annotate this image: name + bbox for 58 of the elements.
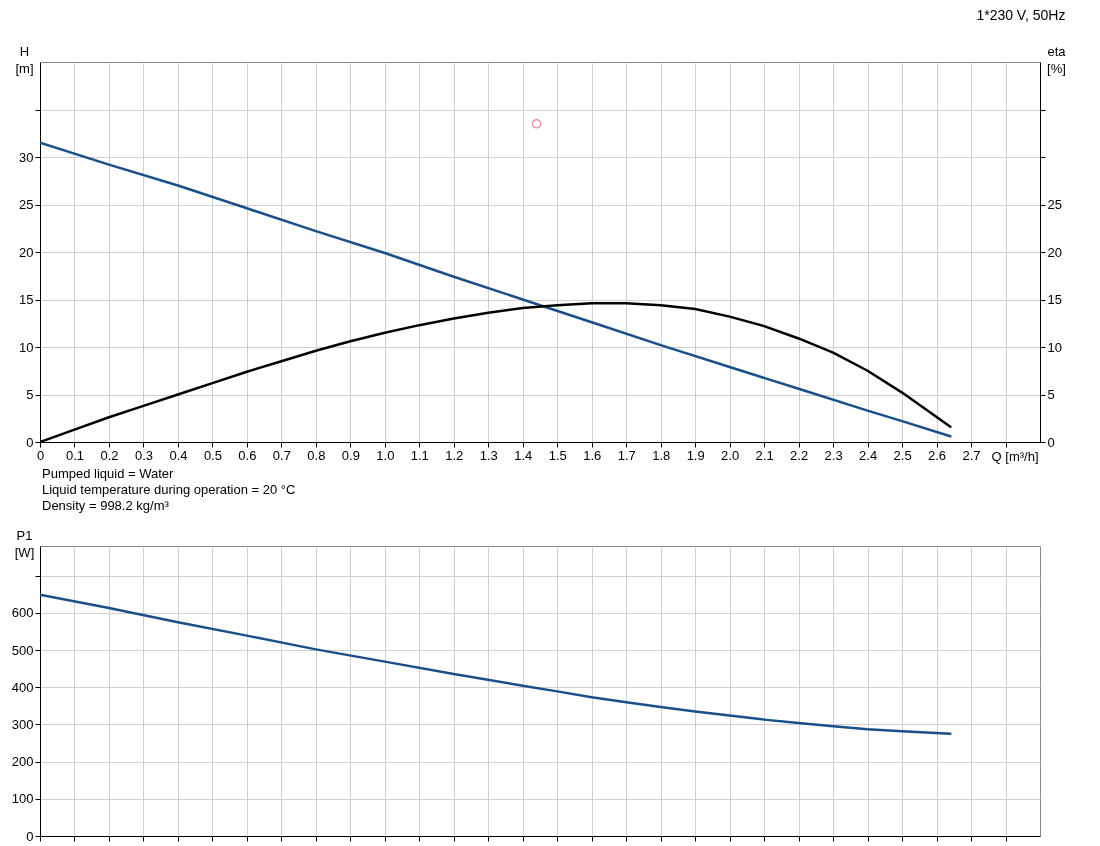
x-tick-label: 0.3: [134, 447, 153, 463]
x-tick-label: 2.0: [721, 447, 740, 463]
x-tick-label: 2.7: [962, 447, 981, 463]
x-tick-label: 0.4: [169, 447, 188, 463]
x-tick-label: 0.5: [203, 447, 222, 463]
y2-tick-label: 15: [1047, 292, 1062, 307]
x-tick-label: 2.1: [755, 447, 774, 463]
x-tick-label: 1.1: [410, 447, 429, 463]
y-axis-title: P1 [W]: [14, 527, 35, 560]
y2-tick-label: 25: [1047, 197, 1062, 212]
chart-title: 1*230 V, 50Hz: [976, 7, 1066, 23]
y-tick-label: 600: [11, 605, 34, 621]
x-tick-label: 0.1: [65, 447, 85, 463]
x-tick-label: 2.2: [790, 447, 809, 463]
x-tick-label: 0.7: [272, 447, 291, 463]
y-tick-label: 300: [11, 716, 34, 732]
x-tick-label: 1.7: [617, 447, 636, 463]
x-tick-label: 1.8: [652, 447, 671, 463]
y-tick-label: 30: [19, 149, 34, 165]
x-tick-label: 0.9: [341, 447, 360, 463]
x-tick-label: 0.6: [238, 447, 257, 463]
x-tick-label: 2.4: [859, 447, 878, 463]
text: Density = 998.2 kg/m³: [42, 498, 170, 513]
y-tick-label: 0: [26, 434, 34, 450]
y-axis-title: H [m]: [15, 43, 34, 76]
x-tick-label: 0.8: [307, 447, 326, 463]
y-tick-label: 500: [11, 642, 34, 658]
y2-axis-title: eta [%]: [1047, 43, 1067, 76]
x-tick-label: 2.3: [824, 447, 843, 463]
y2-tick-label: 5: [1047, 387, 1055, 402]
line-series: [40, 141, 952, 438]
x-tick-label: 2.5: [893, 447, 912, 463]
x-tick-label: 0: [36, 447, 45, 463]
x-tick-label: 1.0: [376, 447, 395, 463]
x-tick-label: 1.5: [548, 447, 567, 463]
x-tick-label: 1.2: [445, 447, 464, 463]
y-tick-label: 0: [26, 828, 34, 844]
text: Pumped liquid = Water: [42, 466, 175, 481]
x-tick-label: 1.6: [583, 447, 602, 463]
text: Liquid temperature during operation = 20 °C: [42, 482, 296, 497]
y-tick-label: 100: [11, 791, 34, 807]
y2-tick-label: 10: [1047, 339, 1062, 355]
x-tick-label: 0.2: [100, 447, 119, 463]
x-axis-title: Q [m³/h]: [991, 448, 1039, 464]
line-series: [40, 593, 952, 736]
y2-tick-label: 20: [1047, 244, 1062, 260]
y-tick-label: 400: [11, 679, 34, 695]
y-tick-label: 15: [19, 292, 34, 307]
x-tick-label: 1.9: [686, 447, 705, 463]
y-tick-label: 10: [19, 339, 34, 355]
y-tick-label: 200: [11, 754, 34, 770]
x-tick-label: 2.6: [928, 447, 947, 463]
y2-tick-label: 0: [1047, 434, 1055, 450]
y-tick-label: 25: [19, 197, 34, 212]
y-tick-label: 20: [19, 244, 34, 260]
x-tick-label: 1.4: [514, 447, 533, 463]
y-tick-label: 5: [26, 387, 34, 402]
x-tick-label: 1.3: [479, 447, 498, 463]
